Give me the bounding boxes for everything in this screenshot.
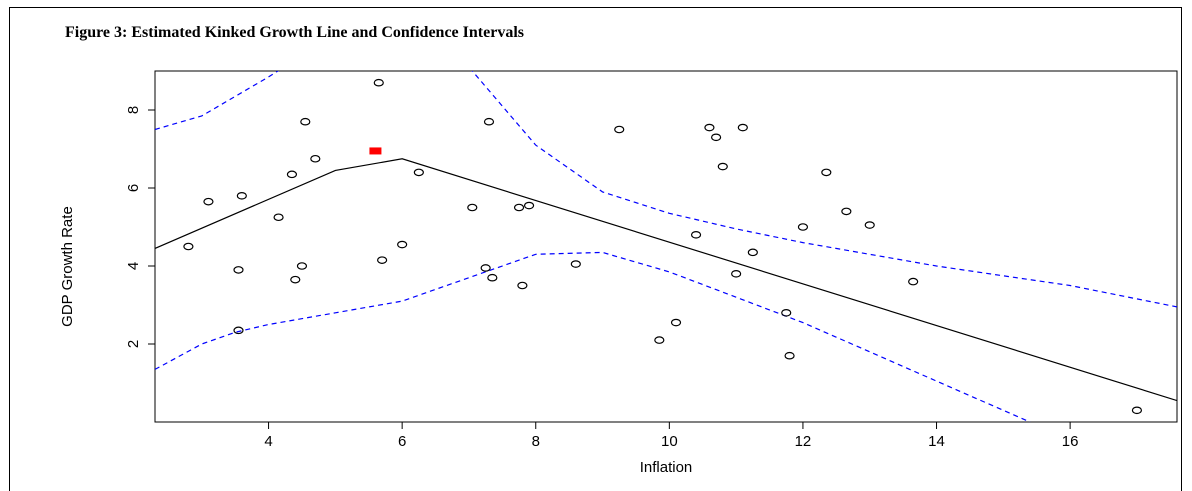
scatter-point bbox=[782, 310, 791, 316]
scatter-point bbox=[865, 222, 874, 228]
upper-ci-line bbox=[155, 52, 1177, 307]
scatter-point bbox=[468, 204, 477, 210]
series-lines bbox=[155, 52, 1177, 423]
scatter-point bbox=[672, 319, 681, 325]
y-tick-label: 4 bbox=[125, 262, 142, 270]
scatter-point bbox=[378, 257, 387, 263]
scatter-points bbox=[184, 80, 1142, 414]
scatter-point bbox=[374, 80, 383, 86]
scatter-point bbox=[785, 353, 794, 359]
scatter-point bbox=[798, 224, 807, 230]
x-tick-label: 6 bbox=[398, 433, 406, 450]
x-tick-label: 10 bbox=[661, 433, 678, 450]
scatter-point bbox=[301, 119, 310, 125]
scatter-point bbox=[518, 282, 527, 288]
y-tick-label: 8 bbox=[125, 106, 142, 114]
axes: 4 6 8 10 12 14 16 2 4 6 8 bbox=[125, 106, 1078, 450]
x-tick-label: 4 bbox=[264, 433, 272, 450]
scatter-point bbox=[488, 275, 497, 281]
x-axis-label: Inflation bbox=[640, 459, 693, 476]
scatter-point bbox=[481, 265, 490, 271]
scatter-point bbox=[525, 202, 534, 208]
scatter-point bbox=[732, 271, 741, 277]
kink-marker bbox=[369, 147, 381, 154]
x-tick-label: 16 bbox=[1062, 433, 1079, 450]
scatter-point bbox=[822, 169, 831, 175]
scatter-point bbox=[748, 249, 757, 255]
x-tick-label: 14 bbox=[928, 433, 945, 450]
scatter-point bbox=[237, 193, 246, 199]
y-tick-label: 6 bbox=[125, 184, 142, 192]
y-tick-label: 2 bbox=[125, 340, 142, 348]
scatter-point bbox=[515, 204, 524, 210]
scatter-point bbox=[615, 126, 624, 132]
x-tick-label: 8 bbox=[532, 433, 540, 450]
scatter-point bbox=[705, 124, 714, 130]
scatter-point bbox=[398, 241, 407, 247]
scatter-point bbox=[414, 169, 423, 175]
scatter-point bbox=[1132, 407, 1141, 413]
scatter-point bbox=[184, 243, 193, 249]
scatter-point bbox=[234, 327, 243, 333]
scatter-point bbox=[842, 208, 851, 214]
scatter-point bbox=[738, 124, 747, 130]
scatter-point bbox=[297, 263, 306, 269]
scatter-point bbox=[571, 261, 580, 267]
lower-ci-line bbox=[155, 252, 1030, 422]
scatter-point bbox=[274, 214, 283, 220]
scatter-point bbox=[204, 198, 213, 204]
scatter-point bbox=[692, 232, 701, 238]
y-axis-label: GDP Growth Rate bbox=[59, 206, 76, 327]
scatter-point bbox=[718, 163, 727, 169]
scatter-point bbox=[655, 337, 664, 343]
scatter-point bbox=[712, 134, 721, 140]
scatter-point bbox=[311, 156, 320, 162]
scatter-point bbox=[234, 267, 243, 273]
x-tick-label: 12 bbox=[795, 433, 812, 450]
scatter-point bbox=[291, 276, 300, 282]
scatter-point bbox=[909, 278, 918, 284]
scatter-point bbox=[484, 119, 493, 125]
estimate-line bbox=[155, 159, 1177, 401]
scatter-point bbox=[287, 171, 296, 177]
